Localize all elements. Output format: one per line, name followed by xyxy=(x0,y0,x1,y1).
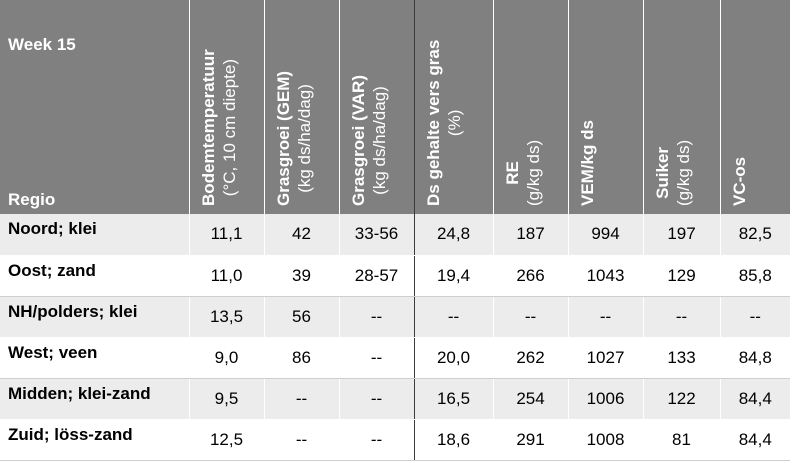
table-cell: 19,4 xyxy=(414,255,494,297)
column-unit: (g/kg ds) xyxy=(673,139,693,206)
table-cell: 28-57 xyxy=(339,255,415,297)
table-cell: 84,4 xyxy=(720,378,790,420)
column-title: Suiker xyxy=(652,146,672,199)
column-header-grass-growth-var: Grasgroei (VAR) (kg ds/ha/dag) xyxy=(339,0,415,214)
table-cell: 16,5 xyxy=(414,378,494,420)
table-row: NH/polders; klei 13,5 56 -- -- -- -- -- … xyxy=(0,296,790,338)
table-cell: 24,8 xyxy=(414,214,494,256)
table-cell: -- xyxy=(643,296,721,338)
table-cell: -- xyxy=(339,337,415,379)
column-header-re: RE (g/kg ds) xyxy=(493,0,569,214)
table-cell: 33-56 xyxy=(339,214,415,256)
table-cell: 85,8 xyxy=(720,255,790,297)
table-cell: -- xyxy=(414,296,494,338)
table-cell: -- xyxy=(493,296,569,338)
table-cell: 84,8 xyxy=(720,337,790,379)
table-cell: 11,1 xyxy=(189,214,265,256)
table-cell: 12,5 xyxy=(189,419,265,461)
column-header-vc-os: VC-os xyxy=(720,0,790,214)
corner-header: Week 15 Regio xyxy=(0,0,190,214)
table-cell: 9,0 xyxy=(189,337,265,379)
column-title: Ds gehalte vers gras xyxy=(423,39,443,206)
table-cell: 187 xyxy=(493,214,569,256)
table-row: Oost; zand 11,0 39 28-57 19,4 266 1043 1… xyxy=(0,255,790,297)
table-cell: 13,5 xyxy=(189,296,265,338)
column-unit: (kg ds/ha/dag) xyxy=(369,86,389,195)
table-cell: 262 xyxy=(493,337,569,379)
column-title: VC-os xyxy=(729,156,749,206)
table-cell: 133 xyxy=(643,337,721,379)
column-title: Grasgroei (GEM) xyxy=(273,70,293,206)
table-row: Noord; klei 11,1 42 33-56 24,8 187 994 1… xyxy=(0,214,790,256)
region-column-label: Regio xyxy=(8,190,56,209)
table-cell: 1006 xyxy=(568,378,644,420)
column-header-vem: VEM/kg ds xyxy=(568,0,644,214)
column-header-dry-matter: Ds gehalte vers gras (%) xyxy=(414,0,494,214)
table-cell: -- xyxy=(339,378,415,420)
region-cell: Noord; klei xyxy=(0,214,190,256)
header-row: Week 15 Regio Bodemtemperatuur (°C, 10 cm… xyxy=(0,0,790,214)
region-cell: Oost; zand xyxy=(0,255,190,297)
column-header-grass-growth-avg: Grasgroei (GEM) (kg ds/ha/dag) xyxy=(264,0,340,214)
table-cell: 86 xyxy=(264,337,340,379)
table-row: Midden; klei-zand 9,5 -- -- 16,5 254 100… xyxy=(0,378,790,420)
table-cell: 197 xyxy=(643,214,721,256)
column-unit: (kg ds/ha/dag) xyxy=(294,84,314,193)
column-unit: (%) xyxy=(444,109,464,137)
table-cell: 254 xyxy=(493,378,569,420)
table-cell: -- xyxy=(339,419,415,461)
table-cell: 122 xyxy=(643,378,721,420)
table-cell: 1043 xyxy=(568,255,644,297)
table-cell: -- xyxy=(720,296,790,338)
table-cell: 266 xyxy=(493,255,569,297)
table-cell: 20,0 xyxy=(414,337,494,379)
table-cell: 81 xyxy=(643,419,721,461)
column-unit: (°C, 10 cm diepte) xyxy=(219,59,239,197)
table-cell: 9,5 xyxy=(189,378,265,420)
region-cell: Zuid; löss-zand xyxy=(0,419,190,461)
table-cell: 994 xyxy=(568,214,644,256)
column-title: VEM/kg ds xyxy=(577,120,597,206)
table-cell: 11,0 xyxy=(189,255,265,297)
table-cell: 1027 xyxy=(568,337,644,379)
table-cell: -- xyxy=(264,378,340,420)
column-header-soil-temperature: Bodemtemperatuur (°C, 10 cm diepte) xyxy=(189,0,265,214)
column-title: Grasgroei (VAR) xyxy=(348,75,368,206)
region-cell: Midden; klei-zand xyxy=(0,378,190,420)
column-header-sugar: Suiker (g/kg ds) xyxy=(643,0,721,214)
table-cell: -- xyxy=(339,296,415,338)
table-cell: 18,6 xyxy=(414,419,494,461)
column-title: RE xyxy=(502,161,522,185)
table-cell: 56 xyxy=(264,296,340,338)
table-cell: 42 xyxy=(264,214,340,256)
table-row: Zuid; löss-zand 12,5 -- -- 18,6 291 1008… xyxy=(0,419,790,461)
region-cell: NH/polders; klei xyxy=(0,296,190,338)
table-cell: -- xyxy=(264,419,340,461)
region-cell: West; veen xyxy=(0,337,190,379)
table-row: West; veen 9,0 86 -- 20,0 262 1027 133 8… xyxy=(0,337,790,379)
week-label: Week 15 xyxy=(8,35,76,54)
table-cell: 39 xyxy=(264,255,340,297)
table-cell: -- xyxy=(568,296,644,338)
table-cell: 291 xyxy=(493,419,569,461)
table-cell: 1008 xyxy=(568,419,644,461)
table-cell: 82,5 xyxy=(720,214,790,256)
table-cell: 129 xyxy=(643,255,721,297)
column-unit: (g/kg ds) xyxy=(523,139,543,206)
column-title: Bodemtemperatuur xyxy=(198,49,218,206)
table-cell: 84,4 xyxy=(720,419,790,461)
